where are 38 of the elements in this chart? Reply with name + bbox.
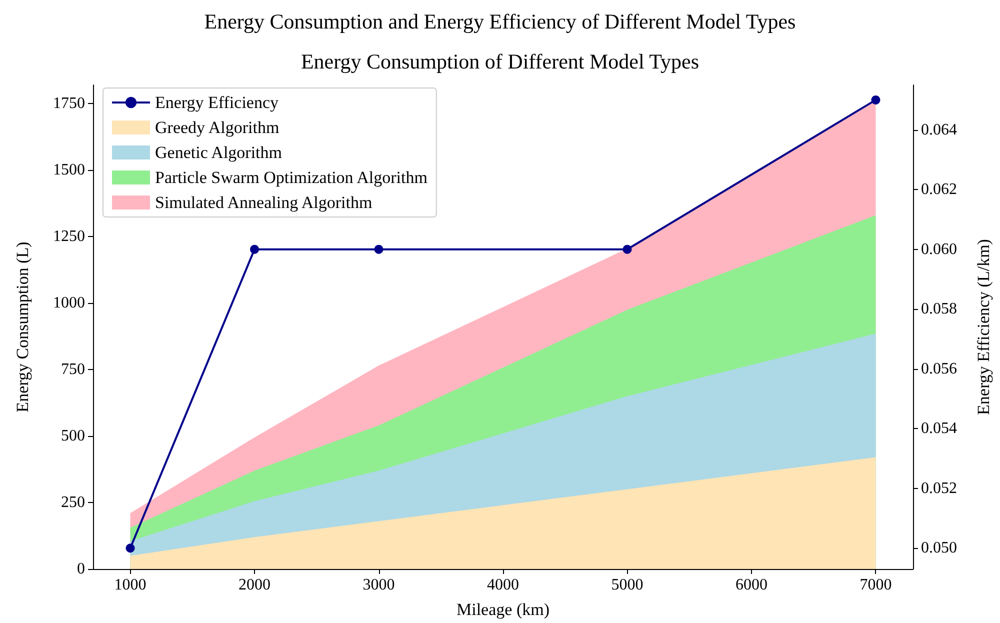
chart-title: Energy Consumption and Energy Efficiency of Different Model Types bbox=[204, 10, 796, 34]
x-tick-label: 4000 bbox=[487, 576, 519, 594]
legend-label: Particle Swarm Optimization Algorithm bbox=[155, 168, 428, 187]
y-axis-title: Energy Consumption (L) bbox=[13, 242, 32, 412]
point bbox=[250, 244, 260, 254]
y-tick-label: 250 bbox=[61, 494, 85, 512]
legend-label: Simulated Annealing Algorithm bbox=[155, 193, 372, 212]
y2-tick-label: 0.064 bbox=[921, 121, 957, 138]
y2-tick-label: 0.062 bbox=[921, 181, 957, 198]
x-tick-label: 7000 bbox=[860, 576, 892, 594]
x-tick-label: 3000 bbox=[362, 576, 395, 594]
y2-axis-title: Energy Efficiency (L/km) bbox=[974, 239, 993, 415]
y-tick-label: 500 bbox=[61, 428, 85, 445]
point bbox=[374, 244, 384, 254]
point bbox=[871, 95, 880, 104]
y-tick-label: 750 bbox=[61, 361, 85, 378]
y-tick-label: 0 bbox=[77, 560, 85, 578]
y-tick-label: 1250 bbox=[53, 228, 85, 246]
y-tick-label: 1750 bbox=[53, 95, 85, 112]
y2-tick-label: 0.054 bbox=[921, 420, 957, 438]
y2-tick-label: 0.058 bbox=[921, 300, 957, 318]
x-tick-label: 2000 bbox=[238, 576, 271, 594]
y-tick-label: 1500 bbox=[53, 162, 85, 179]
y-tick-label: 1000 bbox=[53, 294, 85, 312]
x-tick-label: 6000 bbox=[735, 576, 768, 594]
legend-label: Energy Efficiency bbox=[155, 93, 280, 112]
chart-subtitle: Energy Consumption of Different Model Types bbox=[300, 50, 700, 74]
point bbox=[126, 544, 135, 553]
x-tick-label: 5000 bbox=[611, 576, 644, 594]
legend-label: Genetic Algorithm bbox=[155, 143, 282, 162]
y2-tick-label: 0.056 bbox=[921, 360, 957, 378]
y2-tick-label: 0.060 bbox=[921, 240, 957, 258]
y2-tick-label: 0.052 bbox=[921, 480, 957, 497]
x-tick-label: 1000 bbox=[114, 576, 146, 594]
legend-label: Greedy Algorithm bbox=[155, 118, 280, 137]
x-axis-title: Mileage (km) bbox=[456, 600, 550, 619]
point bbox=[622, 244, 632, 254]
y2-tick-label: 0.050 bbox=[921, 540, 957, 557]
